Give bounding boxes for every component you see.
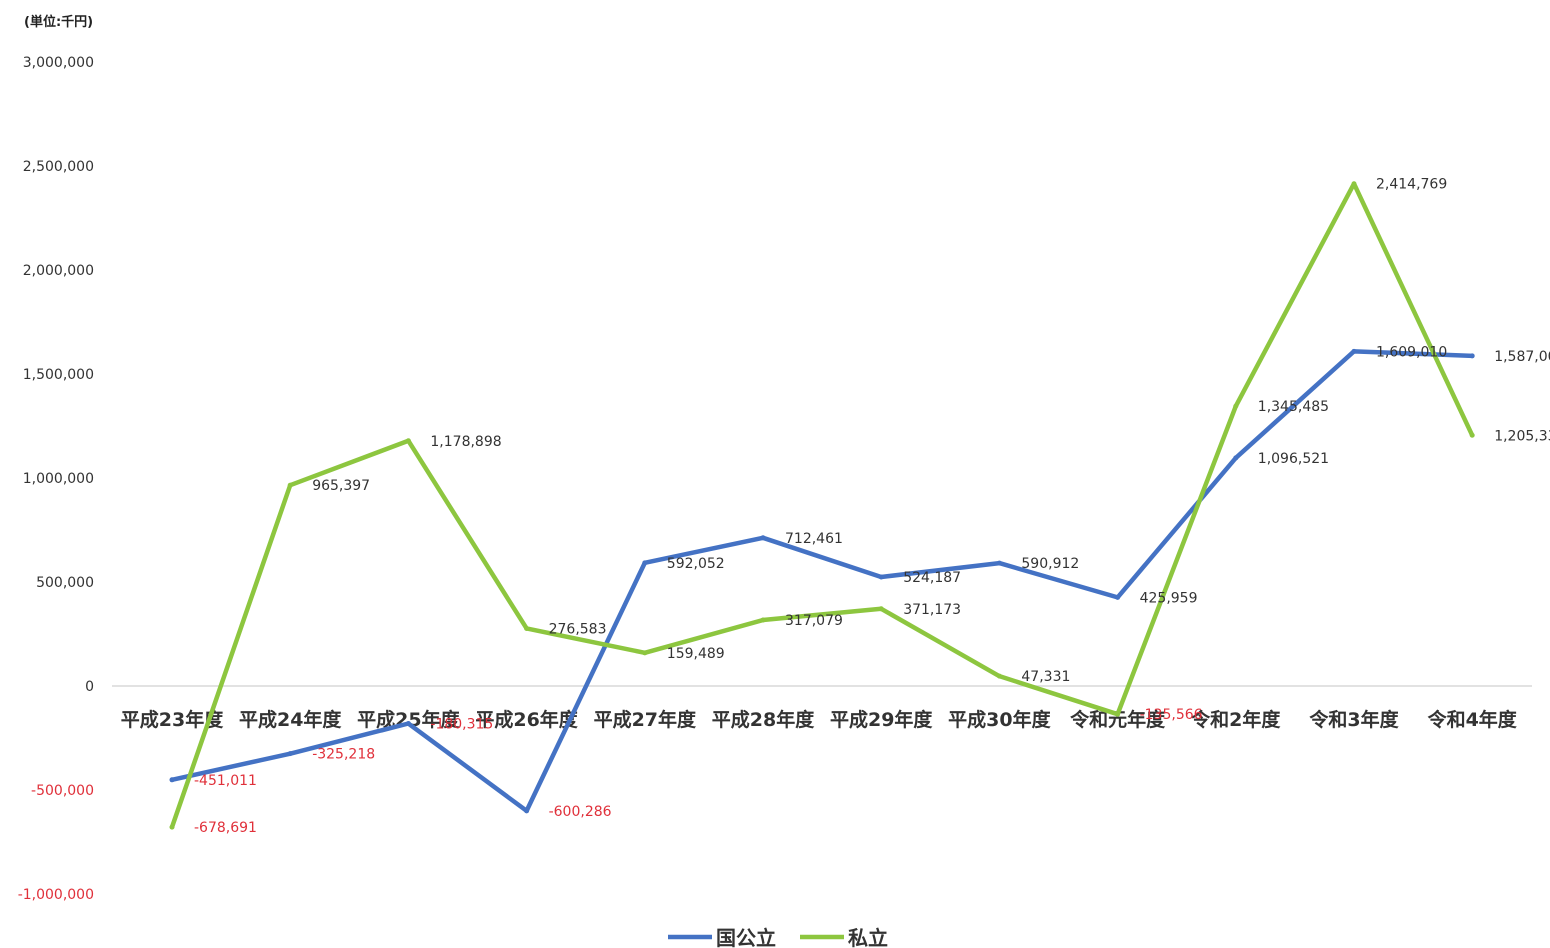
data-label: -678,691 [194,820,257,836]
data-label: 1,178,898 [430,434,501,450]
x-tick-label: 平成24年度 [239,708,342,731]
x-axis: 平成23年度 平成24年度 平成25年度 平成26年度 平成27年度 平成28年度 平成29… [121,708,1518,731]
data-point [1233,455,1239,461]
data-point [878,606,884,612]
data-point [878,574,884,580]
x-tick-label: 平成28年度 [712,708,815,731]
data-point [760,617,766,623]
series-line-private [169,181,1475,830]
data-point [405,438,411,444]
data-point [405,721,411,727]
series-line-national-public [169,349,1475,814]
data-point [287,751,293,757]
data-point [287,482,293,488]
data-label: 1,345,485 [1258,399,1329,415]
x-tick-label: 平成30年度 [948,708,1051,731]
data-point [1469,432,1475,438]
data-label: -600,286 [549,804,612,820]
x-tick-label: 平成26年度 [475,708,578,731]
data-label: 1,587,005 [1494,349,1550,365]
data-point [524,625,530,631]
data-point [169,824,175,830]
x-tick-label: 平成25年度 [357,708,460,731]
x-tick-label: 平成27年度 [594,708,697,731]
data-point [642,650,648,656]
x-tick-label: 令和元年度 [1070,708,1166,731]
legend-label: 国公立 [716,926,776,948]
data-point [1351,181,1357,187]
data-point [996,560,1002,566]
data-label: -180,315 [430,717,493,733]
data-label: 371,173 [903,602,961,618]
data-point [1115,594,1121,600]
data-label: 47,331 [1021,669,1070,685]
data-labels: -451,011 -325,218 -180,315 -600,286 592,052 7… [194,177,1550,836]
data-label: -135,566 [1140,707,1203,723]
y-tick-label: 0 [85,679,94,695]
data-point [524,808,530,814]
data-label: 592,052 [667,556,725,572]
data-point [760,535,766,541]
x-tick-label: 平成23年度 [121,708,224,731]
data-label: 712,461 [785,531,843,547]
data-point [642,560,648,566]
data-label: 276,583 [549,621,607,637]
data-label: 317,079 [785,613,843,629]
legend-label: 私立 [848,926,888,948]
data-point [996,673,1002,679]
data-label: -451,011 [194,773,257,789]
data-point [1233,403,1239,409]
data-label: 965,397 [312,478,370,494]
x-tick-label: 令和3年度 [1309,708,1399,731]
y-tick-label: 1,000,000 [23,471,94,487]
data-label: -325,218 [312,747,375,763]
data-label: 159,489 [667,646,725,662]
data-label: 2,414,769 [1376,177,1447,193]
data-point [1115,711,1121,717]
y-tick-label: 3,000,000 [23,55,94,71]
data-label: 1,205,339 [1494,428,1550,444]
data-label: 524,187 [903,570,961,586]
x-tick-label: 平成29年度 [830,708,933,731]
legend: 国公立 私立 [668,926,888,948]
data-label: 1,609,010 [1376,344,1447,360]
data-label: 425,959 [1140,590,1198,606]
unit-label: (単位:千円) [24,14,93,30]
data-point [169,777,175,783]
y-tick-label: 1,500,000 [23,367,94,383]
data-point [1469,353,1475,359]
y-tick-label: 2,500,000 [23,159,94,175]
x-tick-label: 令和4年度 [1428,708,1518,731]
series-lines [169,181,1475,830]
y-tick-label: -1,000,000 [18,887,94,903]
y-tick-label: 2,000,000 [23,263,94,279]
x-tick-label: 令和2年度 [1191,708,1281,731]
data-label: 1,096,521 [1258,451,1329,467]
y-axis: 3,000,000 2,500,000 2,000,000 1,500,000 1,00… [18,55,94,903]
y-tick-label: 500,000 [36,575,94,591]
data-point [1351,348,1357,354]
y-tick-label: -500,000 [31,783,94,799]
data-label: 590,912 [1021,556,1079,572]
